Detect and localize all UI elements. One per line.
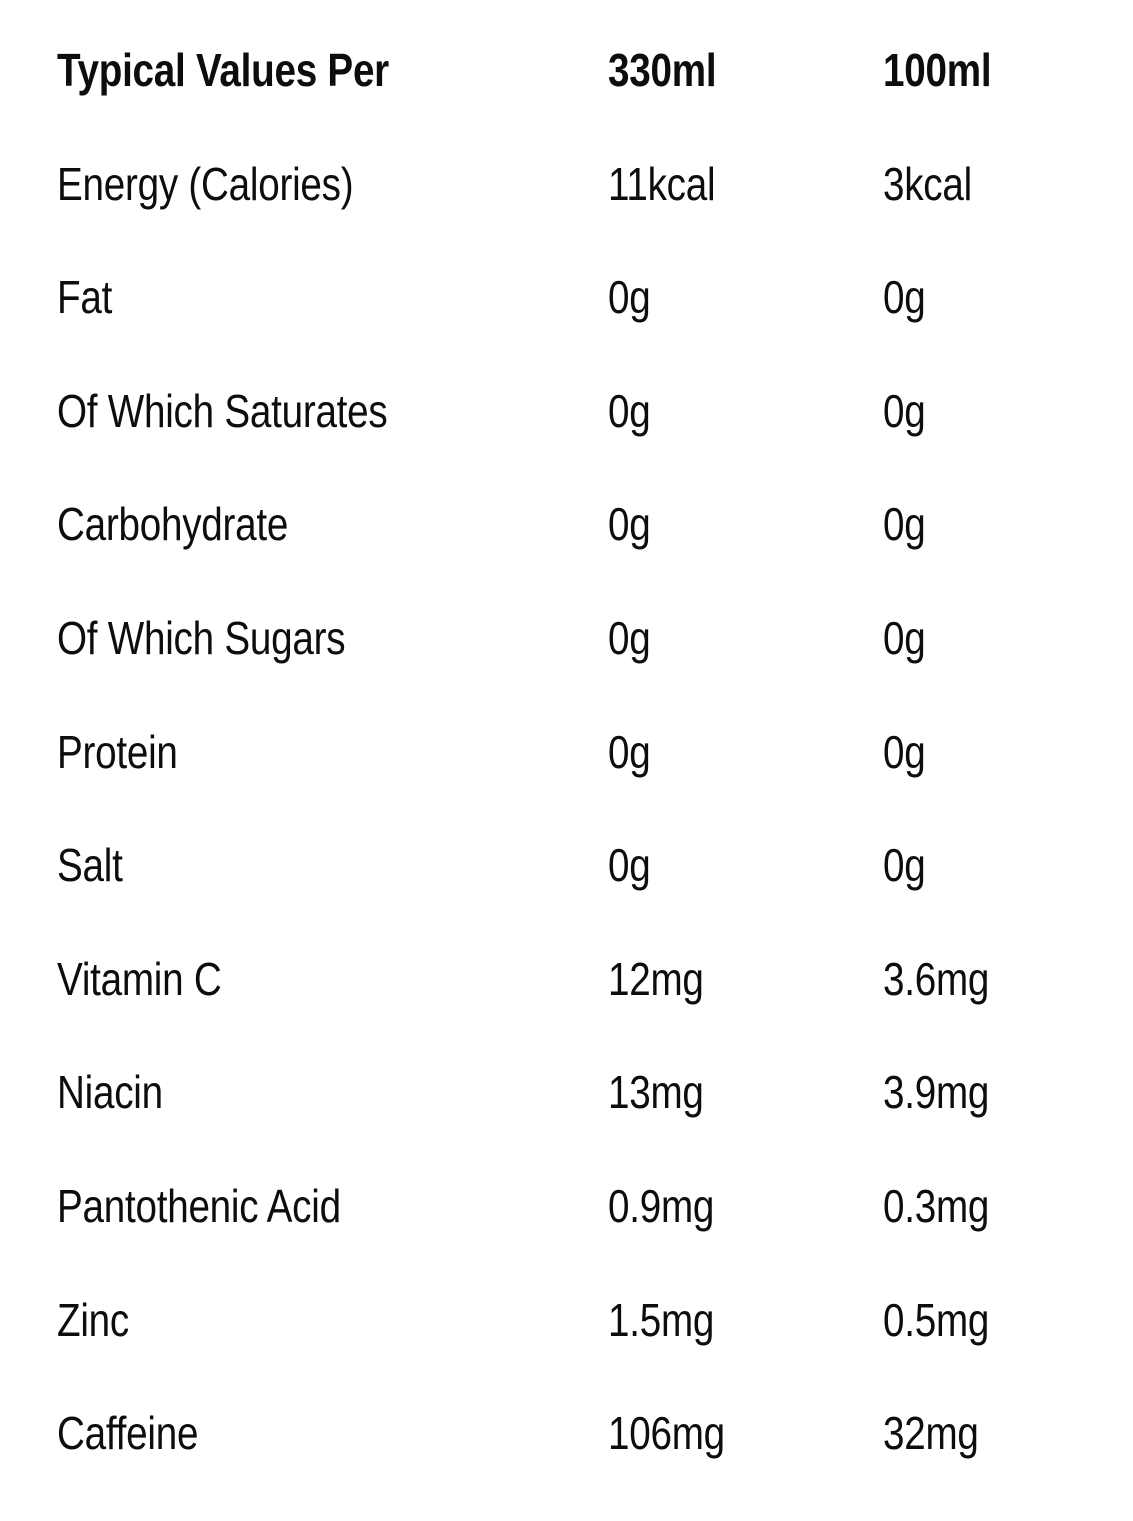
value-330ml-text: 13mg (608, 1066, 704, 1119)
nutrient-label: Fat (57, 271, 608, 324)
value-330ml: 12mg (608, 953, 883, 1006)
value-330ml: 0g (608, 385, 883, 438)
value-330ml: 0g (608, 498, 883, 551)
nutrient-label: Pantothenic Acid (57, 1180, 608, 1233)
value-330ml: 11kcal (608, 158, 883, 211)
value-100ml-text: 0g (883, 725, 926, 778)
header-column-100ml-text: 100ml (883, 44, 992, 96)
table-row-zinc: Zinc 1.5mg 0.5mg (57, 1294, 1133, 1408)
value-330ml-text: 0g (608, 384, 651, 437)
value-330ml: 0g (608, 839, 883, 892)
nutrient-label-text: Protein (57, 725, 178, 778)
value-330ml: 1.5mg (608, 1294, 883, 1347)
table-row-niacin: Niacin 13mg 3.9mg (57, 1066, 1133, 1180)
value-100ml-text: 0g (883, 498, 926, 551)
value-330ml-text: 0g (608, 839, 651, 892)
table-row-carbohydrate: Carbohydrate 0g 0g (57, 498, 1133, 612)
value-100ml: 0.5mg (883, 1294, 1133, 1347)
nutrient-label: Protein (57, 726, 608, 779)
nutrient-label: Of Which Sugars (57, 612, 608, 665)
value-100ml: 0.3mg (883, 1180, 1133, 1233)
value-100ml-text: 0g (883, 384, 926, 437)
value-330ml: 13mg (608, 1066, 883, 1119)
table-row-of-which-sugars: Of Which Sugars 0g 0g (57, 612, 1133, 726)
nutrient-label-text: Caffeine (57, 1407, 199, 1460)
table-header-row: Typical Values Per 330ml 100ml (57, 44, 1133, 158)
table-row-energy: Energy (Calories) 11kcal 3kcal (57, 158, 1133, 272)
nutrient-label-text: Zinc (57, 1293, 129, 1346)
value-330ml-text: 1.5mg (608, 1293, 715, 1346)
value-100ml: 0g (883, 612, 1133, 665)
nutrient-label: Vitamin C (57, 953, 608, 1006)
value-100ml: 3kcal (883, 158, 1133, 211)
nutrient-label: Of Which Saturates (57, 385, 608, 438)
header-column-100ml: 100ml (883, 44, 1133, 97)
value-100ml: 32mg (883, 1407, 1133, 1460)
value-330ml-text: 0g (608, 498, 651, 551)
nutrient-label-text: Energy (Calories) (57, 157, 354, 210)
table-row-pantothenic-acid: Pantothenic Acid 0.9mg 0.3mg (57, 1180, 1133, 1294)
nutrient-label-text: Carbohydrate (57, 498, 289, 551)
value-100ml-text: 3.6mg (883, 952, 990, 1005)
value-100ml-text: 0.3mg (883, 1179, 990, 1232)
value-330ml-text: 0g (608, 725, 651, 778)
header-typical-values-per-text: Typical Values Per (57, 44, 389, 96)
value-100ml: 0g (883, 385, 1133, 438)
value-100ml: 3.6mg (883, 953, 1133, 1006)
header-column-330ml-text: 330ml (608, 44, 717, 96)
value-330ml-text: 0.9mg (608, 1179, 715, 1232)
value-100ml-text: 0.5mg (883, 1293, 990, 1346)
nutrient-label-text: Of Which Saturates (57, 384, 388, 437)
value-330ml-text: 0g (608, 611, 651, 664)
table-row-fat: Fat 0g 0g (57, 271, 1133, 385)
value-330ml-text: 106mg (608, 1407, 725, 1460)
value-330ml-text: 11kcal (608, 157, 716, 210)
value-100ml: 0g (883, 839, 1133, 892)
table-row-vitamin-c: Vitamin C 12mg 3.6mg (57, 953, 1133, 1067)
value-100ml: 0g (883, 726, 1133, 779)
value-100ml-text: 3kcal (883, 157, 972, 210)
table-row-protein: Protein 0g 0g (57, 726, 1133, 840)
value-330ml: 0g (608, 612, 883, 665)
nutrient-label-text: Vitamin C (57, 952, 222, 1005)
value-100ml: 0g (883, 271, 1133, 324)
table-row-salt: Salt 0g 0g (57, 839, 1133, 953)
value-100ml-text: 0g (883, 611, 926, 664)
nutrient-label-text: Fat (57, 271, 113, 324)
value-100ml-text: 32mg (883, 1407, 979, 1460)
nutrient-label: Carbohydrate (57, 498, 608, 551)
nutrient-label: Niacin (57, 1066, 608, 1119)
nutrient-label: Salt (57, 839, 608, 892)
header-typical-values-per: Typical Values Per (57, 44, 608, 97)
value-100ml-text: 0g (883, 839, 926, 892)
value-330ml: 0g (608, 271, 883, 324)
value-100ml-text: 3.9mg (883, 1066, 990, 1119)
value-330ml-text: 12mg (608, 952, 704, 1005)
header-column-330ml: 330ml (608, 44, 883, 97)
nutrient-label-text: Pantothenic Acid (57, 1179, 341, 1232)
value-100ml: 0g (883, 498, 1133, 551)
nutrient-label-text: Salt (57, 839, 123, 892)
nutrient-label: Zinc (57, 1294, 608, 1347)
value-330ml: 0.9mg (608, 1180, 883, 1233)
value-100ml: 3.9mg (883, 1066, 1133, 1119)
table-row-of-which-saturates: Of Which Saturates 0g 0g (57, 385, 1133, 499)
nutrient-label: Caffeine (57, 1407, 608, 1460)
value-330ml-text: 0g (608, 271, 651, 324)
nutrient-label-text: Of Which Sugars (57, 611, 346, 664)
value-330ml: 106mg (608, 1407, 883, 1460)
nutrient-label: Energy (Calories) (57, 158, 608, 211)
nutrient-label-text: Niacin (57, 1066, 163, 1119)
value-100ml-text: 0g (883, 271, 926, 324)
table-row-caffeine: Caffeine 106mg 32mg (57, 1407, 1133, 1521)
value-330ml: 0g (608, 726, 883, 779)
